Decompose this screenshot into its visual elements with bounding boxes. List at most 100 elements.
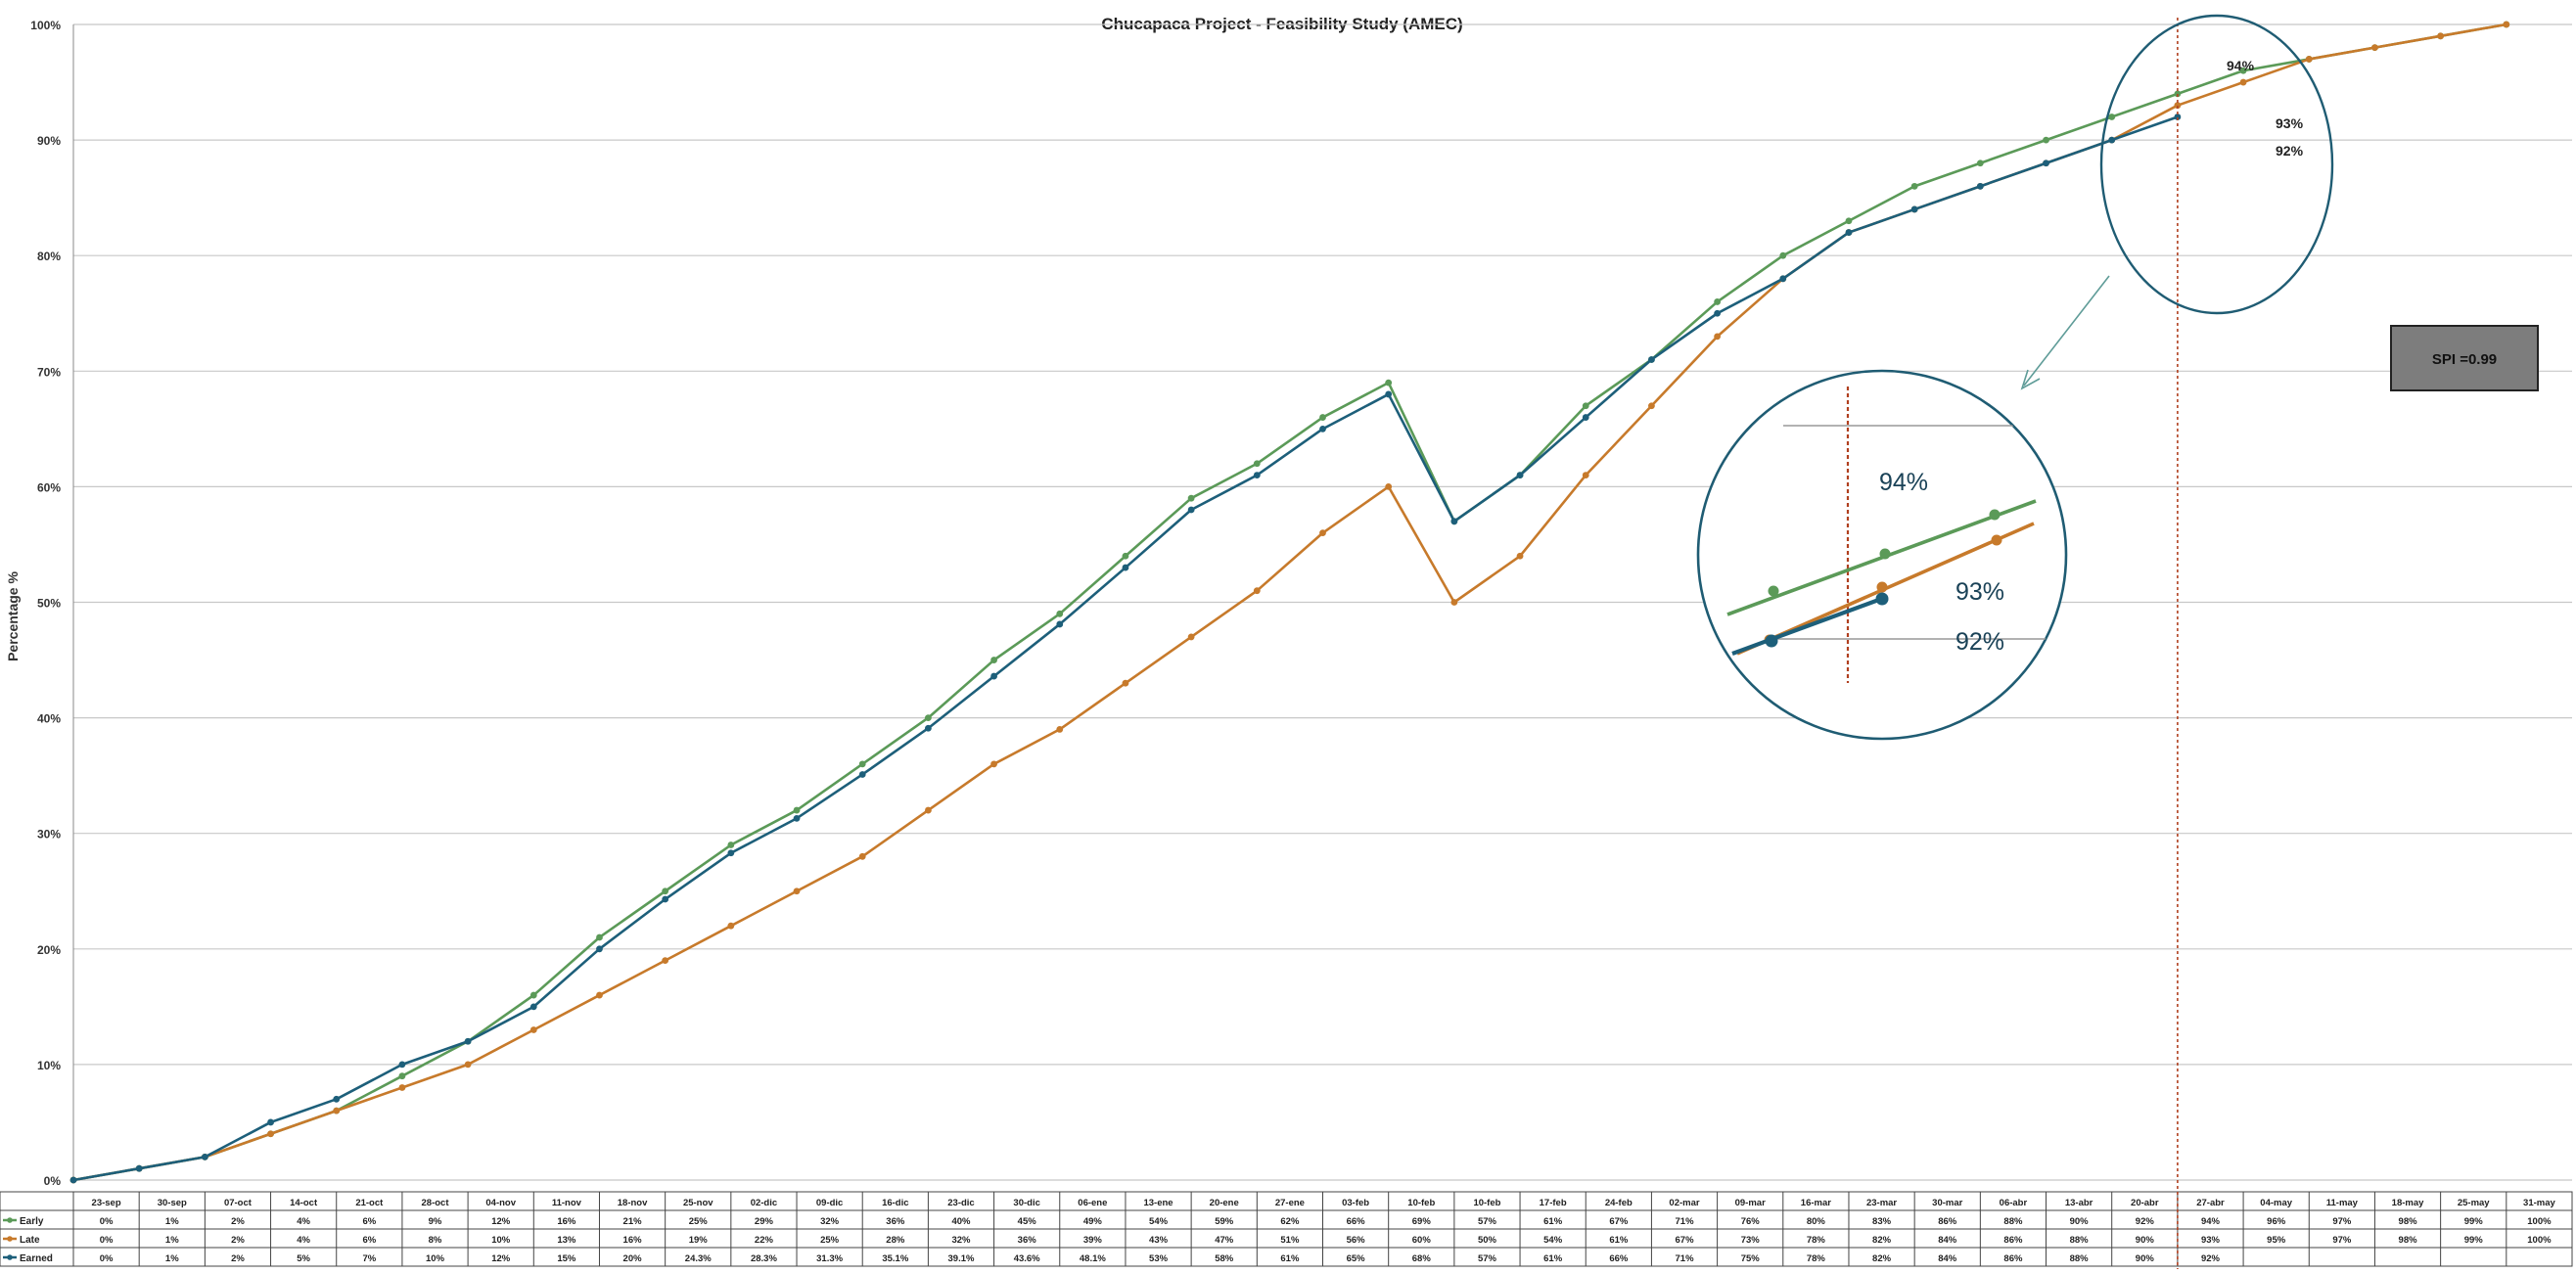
zoom-early-label: 94% xyxy=(1879,469,1928,496)
data-point-earned xyxy=(662,895,669,903)
table-cell-late: 19% xyxy=(689,1235,709,1246)
table-cell-early: 25% xyxy=(689,1216,709,1227)
data-point-earned xyxy=(529,1003,537,1011)
table-cell-early: 12% xyxy=(491,1216,511,1227)
data-point-early xyxy=(1056,610,1064,617)
table-cell-earned: 58% xyxy=(1215,1253,1234,1264)
table-cell-late: 67% xyxy=(1676,1235,1695,1246)
table-cell-late: 8% xyxy=(429,1235,442,1246)
table-cell-late: 82% xyxy=(1872,1235,1892,1246)
table-cell-earned: 39.1% xyxy=(948,1253,975,1264)
data-point-late xyxy=(662,957,669,965)
data-point-earned xyxy=(1450,518,1458,525)
table-cell-earned: 53% xyxy=(1149,1253,1169,1264)
data-point-earned xyxy=(1187,506,1195,514)
table-cell-early: 94% xyxy=(2201,1216,2221,1227)
table-cell-earned: 66% xyxy=(1609,1253,1629,1264)
table-cell-late: 73% xyxy=(1741,1235,1761,1246)
y-tick-label: 50% xyxy=(37,597,61,611)
data-point-early xyxy=(990,657,997,663)
data-point-earned xyxy=(596,945,603,953)
data-point-earned xyxy=(1779,275,1787,283)
table-cell-earned: 5% xyxy=(297,1253,310,1264)
table-cell-late: 56% xyxy=(1347,1235,1366,1246)
data-point-late xyxy=(1253,587,1261,595)
zoom-late-point xyxy=(1876,581,1888,593)
zoom-earned-label: 92% xyxy=(1955,628,2004,656)
table-header-cell: 11-nov xyxy=(552,1198,582,1208)
table-cell-early: 62% xyxy=(1280,1216,1300,1227)
table-cell-late: 88% xyxy=(2070,1235,2090,1246)
table-cell-early: 92% xyxy=(2136,1216,2155,1227)
data-point-early xyxy=(398,1072,406,1080)
data-point-earned xyxy=(1253,472,1261,478)
data-point-early xyxy=(2108,114,2116,120)
data-point-earned xyxy=(333,1095,341,1103)
table-cell-earned: 20% xyxy=(623,1253,643,1264)
data-point-earned xyxy=(201,1153,208,1160)
y-tick-label: 90% xyxy=(37,134,61,148)
table-header-cell: 30-sep xyxy=(158,1198,187,1208)
data-point-late xyxy=(1450,599,1458,606)
zoom-late-label: 93% xyxy=(1955,578,2004,606)
callout-early-label: 94% xyxy=(2227,58,2255,73)
table-header-cell: 31-may xyxy=(2523,1198,2555,1208)
table-header-cell: 30-mar xyxy=(1932,1198,1962,1208)
table-header-cell: 04-may xyxy=(2260,1198,2292,1208)
zoom-early-point xyxy=(1768,585,1779,597)
data-point-late xyxy=(1582,472,1589,478)
table-cell-earned: 7% xyxy=(362,1253,376,1264)
data-point-late xyxy=(727,922,735,930)
table-cell-early: 80% xyxy=(1807,1216,1826,1227)
table-header-cell: 27-ene xyxy=(1275,1198,1305,1208)
spi-label: SPI =0.99 xyxy=(2432,351,2497,368)
table-cell-late: 47% xyxy=(1215,1235,1234,1246)
table-cell-early: 96% xyxy=(2267,1216,2286,1227)
legend-label-late: Late xyxy=(20,1235,40,1246)
data-point-earned xyxy=(858,771,866,778)
table-cell-late: 100% xyxy=(2527,1235,2552,1246)
table-cell-early: 4% xyxy=(297,1216,310,1227)
data-point-late xyxy=(398,1084,406,1091)
data-point-earned xyxy=(1976,182,1984,190)
zoom-early-point xyxy=(1879,548,1891,560)
data-point-earned xyxy=(69,1176,77,1184)
data-point-earned xyxy=(1319,425,1326,432)
table-cell-earned: 2% xyxy=(231,1253,245,1264)
table-cell-early: 45% xyxy=(1018,1216,1037,1227)
table-header-cell: 02-mar xyxy=(1669,1198,1699,1208)
data-point-early xyxy=(1582,402,1589,410)
table-cell-earned: 78% xyxy=(1807,1253,1826,1264)
zoom-arrow xyxy=(2023,275,2110,387)
data-point-earned xyxy=(990,672,997,680)
table-cell-late: 6% xyxy=(362,1235,376,1246)
table-cell-early: 6% xyxy=(362,1216,376,1227)
series-line-early xyxy=(72,23,2507,1182)
table-cell-late: 90% xyxy=(2136,1235,2155,1246)
data-point-early xyxy=(529,991,537,999)
table-header-cell: 02-dic xyxy=(751,1198,777,1208)
table-cell-earned: 35.1% xyxy=(882,1253,908,1264)
table-cell-late: 93% xyxy=(2201,1235,2221,1246)
data-point-earned xyxy=(1845,229,1853,236)
legend-label-earned: Earned xyxy=(20,1253,53,1264)
data-point-early xyxy=(662,887,669,895)
y-axis-label: Percentage % xyxy=(5,571,21,661)
table-header-cell: 14-oct xyxy=(290,1198,318,1208)
table-header-cell: 20-ene xyxy=(1210,1198,1239,1208)
table-header-cell: 07-oct xyxy=(224,1198,253,1208)
data-point-late xyxy=(2371,44,2378,52)
y-tick-label: 100% xyxy=(30,19,61,32)
data-point-early xyxy=(1253,460,1261,468)
table-cell-late: 39% xyxy=(1083,1235,1103,1246)
data-point-late xyxy=(333,1107,341,1115)
data-point-early xyxy=(924,714,932,721)
table-header-cell: 11-may xyxy=(2326,1198,2359,1208)
legend-marker-earned xyxy=(7,1254,13,1260)
data-point-early xyxy=(1714,298,1722,305)
zoom-arrowhead xyxy=(2020,369,2041,390)
data-point-early xyxy=(727,842,735,848)
data-point-earned xyxy=(2108,136,2116,144)
table-cell-late: 98% xyxy=(2399,1235,2418,1246)
